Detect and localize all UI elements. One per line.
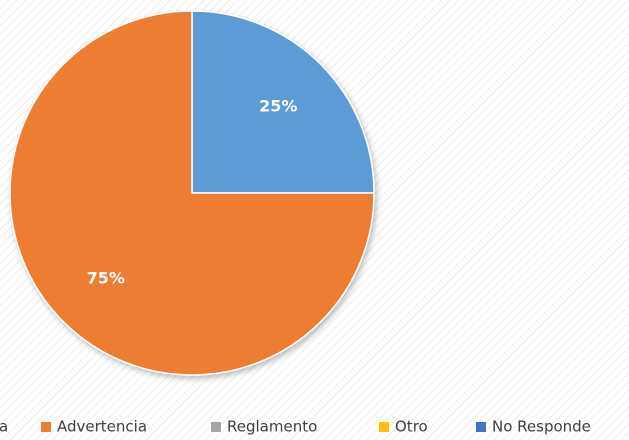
pie: [9, 10, 375, 376]
pie-slice: [191, 10, 375, 194]
legend-label: Reglamento: [227, 418, 317, 436]
legend-swatch: [379, 422, 389, 432]
legend-label: a: [0, 418, 8, 436]
data-labels: 25% 75%: [87, 96, 298, 287]
legend-swatch: [211, 422, 221, 432]
legend-label: Advertencia: [57, 418, 147, 436]
pie-slice: [9, 10, 375, 376]
legend: a Advertencia Reglamento Otro No Responde: [0, 418, 591, 436]
data-label: 25%: [259, 96, 297, 115]
legend-label: Otro: [395, 418, 428, 436]
legend-label: No Responde: [492, 418, 591, 436]
data-label: 75%: [87, 269, 125, 288]
legend-swatch: [476, 422, 486, 432]
legend-swatch: [41, 422, 51, 432]
